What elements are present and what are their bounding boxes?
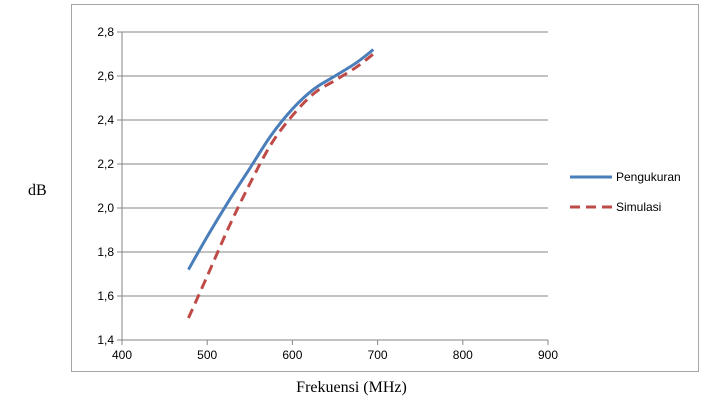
series-line-simulasi — [187, 52, 375, 319]
legend-label-pengukuran: Pengukuran — [616, 170, 681, 184]
series-line-pengukuran — [187, 48, 375, 271]
y-axis-label: dB — [28, 182, 47, 199]
x-axis-label: Frekuensi (MHz) — [296, 379, 407, 396]
y-tick-label: 2,2 — [97, 157, 114, 171]
y-tick-label: 1,8 — [97, 245, 114, 259]
y-tick-label: 1,6 — [97, 289, 114, 303]
y-tick-label: 2,6 — [97, 69, 114, 83]
y-tick-label: 1,4 — [97, 333, 114, 347]
legend-label-simulasi: Simulasi — [616, 200, 661, 214]
x-tick-label: 800 — [453, 348, 473, 362]
y-tick-label: 2,8 — [97, 25, 114, 39]
x-tick-label: 600 — [282, 348, 302, 362]
x-tick-label: 700 — [368, 348, 388, 362]
x-tick-label: 500 — [197, 348, 217, 362]
y-tick-label: 2,0 — [97, 201, 114, 215]
y-tick-label: 2,4 — [97, 113, 114, 127]
chart-frame — [71, 4, 699, 372]
x-axis-label-wrap: Frekuensi (MHz) — [0, 379, 703, 397]
x-tick-label: 900 — [538, 348, 558, 362]
x-tick-label: 400 — [112, 348, 132, 362]
